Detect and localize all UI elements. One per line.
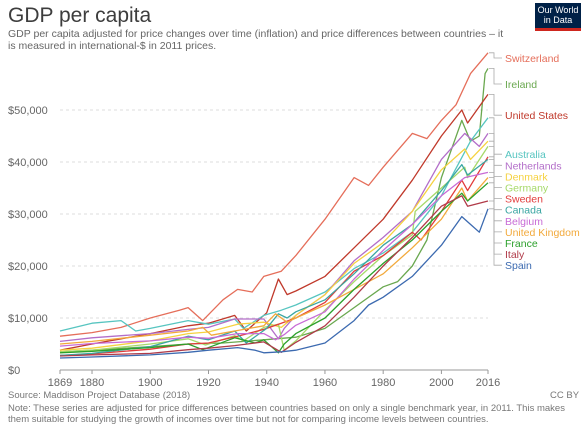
y-tick-label: $10,000 [8, 313, 48, 325]
series-line-germany[interactable] [59, 146, 489, 353]
legend-label-united-states[interactable]: United States [505, 110, 568, 122]
x-axis: 1869 1880 1900 1920 1940 1960 1980 2000 2016 [48, 370, 500, 389]
legend-connector [489, 146, 502, 188]
series-line-united-kingdom[interactable] [59, 177, 489, 345]
legend-connector [489, 94, 502, 116]
license-link[interactable]: CC BY [550, 390, 580, 401]
x-tick-label: 1880 [80, 377, 104, 389]
legend-label-netherlands[interactable]: Netherlands [505, 160, 562, 172]
series-line-belgium[interactable] [59, 171, 489, 347]
legend-connector [489, 133, 502, 166]
y-tick-label: $50,000 [8, 105, 48, 117]
x-tick-label: 2000 [429, 377, 453, 389]
legend-connector [489, 208, 502, 266]
series-line-italy[interactable] [59, 195, 489, 357]
x-tick-label: 1920 [196, 377, 220, 389]
y-tick-label: $20,000 [8, 261, 48, 273]
x-tick-label: 1980 [371, 377, 395, 389]
logo-line-1: Our World [537, 5, 579, 15]
logo-line-2: in Data [543, 15, 573, 25]
logo-accent-bar [535, 28, 581, 31]
legend-label-united-kingdom[interactable]: United Kingdom [505, 227, 580, 239]
series-line-canada[interactable] [59, 158, 489, 357]
legend-connector [489, 159, 502, 211]
legend-label-canada[interactable]: Canada [505, 205, 542, 217]
x-tick-label: 2016 [476, 377, 500, 389]
legend-label-germany[interactable]: Germany [505, 183, 549, 195]
legend-connector [489, 182, 502, 244]
legend-connector [489, 172, 502, 222]
legend-label-italy[interactable]: Italy [505, 249, 525, 261]
series-line-switzerland[interactable] [59, 52, 489, 337]
legend-label-belgium[interactable]: Belgium [505, 216, 543, 228]
y-tick-label: $0 [8, 365, 20, 377]
legend-connectors [489, 52, 502, 266]
legend-label-spain[interactable]: Spain [505, 260, 532, 272]
series-line-denmark[interactable] [59, 140, 489, 351]
series-line-sweden[interactable] [59, 156, 489, 357]
legend-connector [489, 117, 502, 155]
footnote: Note: These series are adjusted for pric… [8, 403, 565, 425]
source-note[interactable]: Source: Maddison Project Database (2018) [8, 390, 191, 401]
series-line-netherlands[interactable] [59, 132, 489, 343]
legend-label-denmark[interactable]: Denmark [505, 171, 548, 183]
legend-connector [489, 52, 502, 59]
legend-connector [489, 68, 502, 85]
series-line-spain[interactable] [59, 208, 489, 359]
x-tick-label: 1960 [313, 377, 337, 389]
x-tick-label: 1900 [138, 377, 162, 389]
grid-lines [60, 109, 488, 371]
chart-subtitle: GDP per capita adjusted for price change… [8, 28, 504, 52]
legend: Switzerland Ireland United States Australia… [505, 53, 580, 272]
chart-title: GDP per capita [8, 4, 152, 27]
x-tick-label: 1869 [48, 377, 72, 389]
legend-label-sweden[interactable]: Sweden [505, 194, 543, 206]
series-lines [59, 52, 489, 359]
owid-logo[interactable]: Our World in Data [535, 3, 581, 31]
legend-label-switzerland[interactable]: Switzerland [505, 53, 559, 65]
series-line-france[interactable] [59, 182, 489, 354]
y-tick-label: $30,000 [8, 209, 48, 221]
legend-label-australia[interactable]: Australia [505, 149, 546, 161]
y-axis-ticks: $0 $10,000 $20,000 $30,000 $40,000 $50,000 [8, 105, 48, 377]
x-tick-label: 1940 [254, 377, 278, 389]
y-tick-label: $40,000 [8, 157, 48, 169]
legend-label-ireland[interactable]: Ireland [505, 79, 537, 91]
legend-connector [489, 177, 502, 233]
legend-label-france[interactable]: France [505, 238, 538, 250]
